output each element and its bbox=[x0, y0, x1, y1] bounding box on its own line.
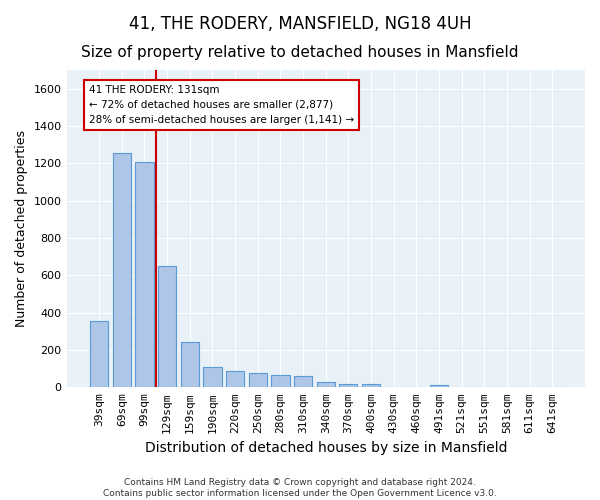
Bar bbox=[249, 372, 267, 388]
X-axis label: Distribution of detached houses by size in Mansfield: Distribution of detached houses by size … bbox=[145, 441, 507, 455]
Y-axis label: Number of detached properties: Number of detached properties bbox=[15, 130, 28, 327]
Text: 41, THE RODERY, MANSFIELD, NG18 4UH: 41, THE RODERY, MANSFIELD, NG18 4UH bbox=[128, 15, 472, 33]
Bar bbox=[136, 162, 154, 388]
Bar bbox=[340, 384, 358, 388]
Bar bbox=[181, 342, 199, 388]
Bar bbox=[271, 374, 290, 388]
Bar bbox=[158, 266, 176, 388]
Bar bbox=[203, 367, 221, 388]
Bar bbox=[226, 371, 244, 388]
Text: 41 THE RODERY: 131sqm
← 72% of detached houses are smaller (2,877)
28% of semi-d: 41 THE RODERY: 131sqm ← 72% of detached … bbox=[89, 85, 354, 124]
Bar bbox=[113, 153, 131, 388]
Bar bbox=[294, 376, 312, 388]
Bar bbox=[362, 384, 380, 388]
Bar bbox=[90, 321, 108, 388]
Bar bbox=[430, 384, 448, 388]
Text: Contains HM Land Registry data © Crown copyright and database right 2024.
Contai: Contains HM Land Registry data © Crown c… bbox=[103, 478, 497, 498]
Text: Size of property relative to detached houses in Mansfield: Size of property relative to detached ho… bbox=[81, 45, 519, 60]
Bar bbox=[317, 382, 335, 388]
